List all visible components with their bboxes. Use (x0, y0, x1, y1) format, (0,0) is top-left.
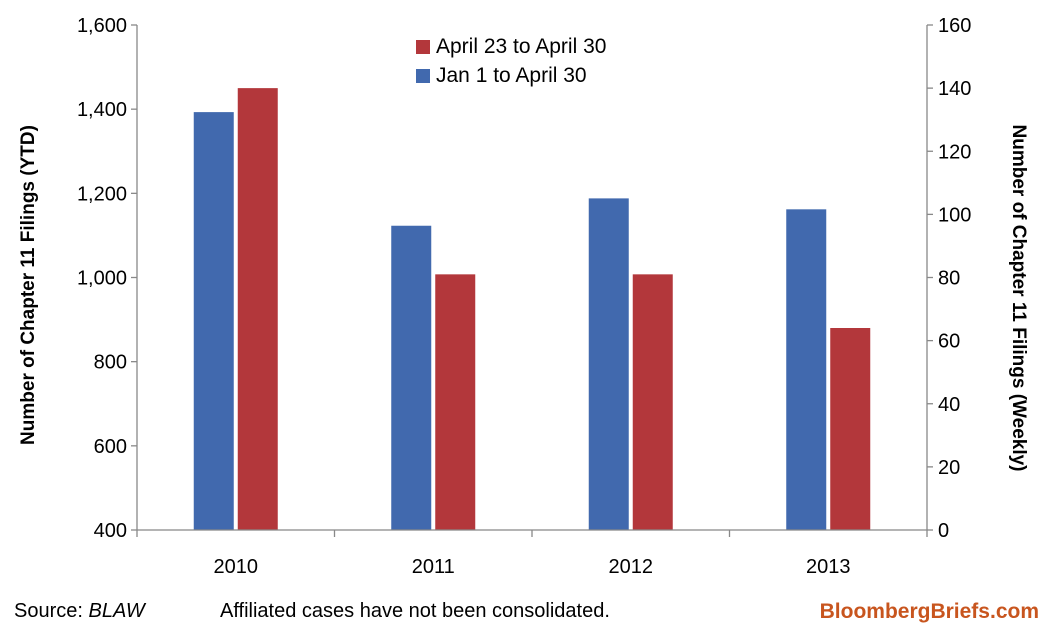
legend-label: Jan 1 to April 30 (436, 64, 587, 87)
bar-ytd-2010 (193, 112, 234, 531)
legend: April 23 to April 30 Jan 1 to April 30 (416, 35, 606, 87)
x-tick-label-2012: 2012 (609, 556, 654, 578)
y-right-tick-label: 80 (938, 268, 960, 290)
legend-label: April 23 to April 30 (436, 35, 606, 58)
y-axis-left-title: Number of Chapter 11 Filings (YTD) (18, 125, 39, 445)
legend-swatch (416, 40, 430, 54)
y-left-tick-label: 800 (94, 352, 127, 374)
bar-ytd-2012 (588, 198, 629, 530)
consolidation-note: Affiliated cases have not been consolida… (220, 600, 610, 622)
y-right-tick-label: 140 (938, 78, 971, 100)
x-tick-label-2010: 2010 (214, 556, 259, 578)
bar-weekly-2012 (632, 274, 673, 530)
y-right-tick-label: 160 (938, 15, 971, 37)
source-name: BLAW (88, 600, 145, 622)
y-right-tick-label: 120 (938, 141, 971, 163)
y-left-tick-label: 400 (94, 520, 127, 542)
y-axis-right-title: Number of Chapter 11 Filings (Weekly) (1008, 124, 1029, 471)
y-left-tick-label: 1,200 (77, 183, 127, 205)
bar-ytd-2011 (391, 225, 432, 531)
y-right-tick-label: 40 (938, 394, 960, 416)
y-left-tick-label: 600 (94, 436, 127, 458)
y-right-tick-label: 20 (938, 457, 960, 479)
x-tick-label-2013: 2013 (806, 556, 851, 578)
y-left-tick-label: 1,000 (77, 268, 127, 290)
y-left-tick-label: 1,400 (77, 99, 127, 121)
bar-ytd-2013 (786, 209, 827, 530)
bar-weekly-2013 (830, 328, 871, 530)
bar-weekly-2010 (237, 88, 278, 530)
source-label: Source: (14, 600, 89, 622)
y-left-tick-label: 1,600 (77, 15, 127, 37)
axes-layer: 400 600 800 1,000 1,200 1,400 1,600 0 20 40 60 80 10… (77, 15, 971, 578)
y-right-tick-label: 60 (938, 331, 960, 353)
source-note: Source: BLAW (14, 600, 145, 623)
bar-weekly-2011 (435, 274, 476, 530)
brand-logo-text[interactable]: BloombergBriefs.com (819, 600, 1039, 623)
y-right-tick-label: 0 (938, 520, 949, 542)
x-tick-label-2011: 2011 (412, 556, 455, 578)
y-right-tick-label: 100 (938, 204, 971, 226)
legend-swatch (416, 69, 430, 83)
bars-layer (193, 88, 871, 531)
